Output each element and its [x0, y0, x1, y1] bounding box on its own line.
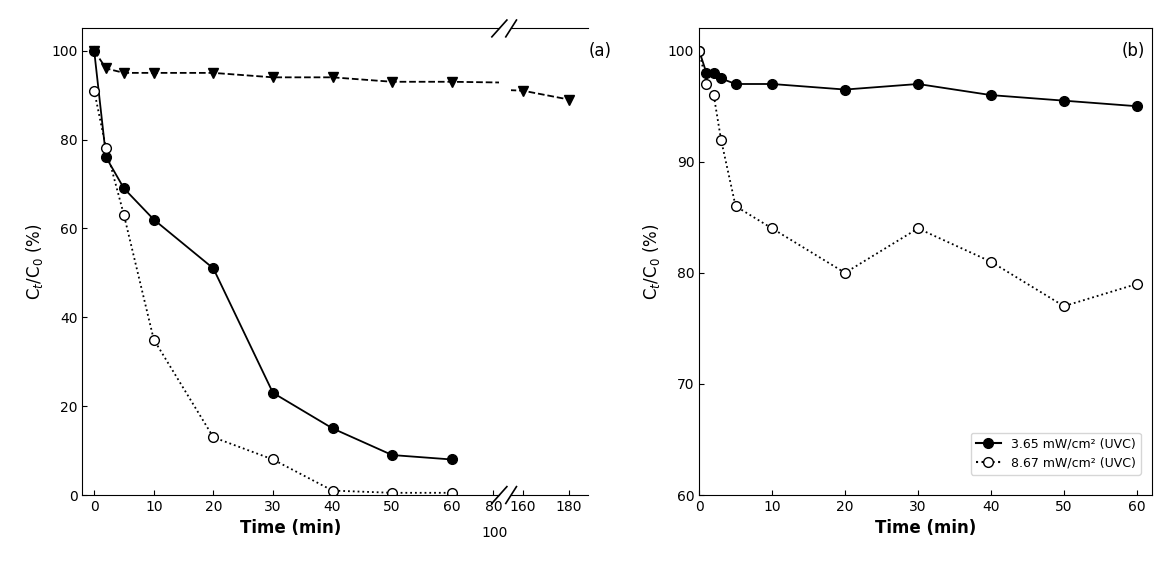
Legend: 3.65 mW/cm² (UVC), 8.67 mW/cm² (UVC): 3.65 mW/cm² (UVC), 8.67 mW/cm² (UVC): [971, 432, 1141, 475]
Legend: 3.65 mW/cm² (UVC), 8.67 mW/cm² (UVC), 3.65 mW/cm² (UVA): 3.65 mW/cm² (UVC), 8.67 mW/cm² (UVC), 3.…: [886, 231, 1056, 292]
Text: 100: 100: [482, 526, 508, 541]
X-axis label: Time (min): Time (min): [240, 519, 342, 538]
X-axis label: Time (min): Time (min): [498, 519, 600, 538]
Y-axis label: C$_t$/C$_0$ (%): C$_t$/C$_0$ (%): [25, 224, 46, 300]
Text: (a): (a): [589, 43, 612, 60]
X-axis label: Time (min): Time (min): [874, 519, 976, 538]
Y-axis label: C$_t$/C$_0$ (%): C$_t$/C$_0$ (%): [642, 224, 663, 300]
Text: (b): (b): [1122, 43, 1146, 60]
